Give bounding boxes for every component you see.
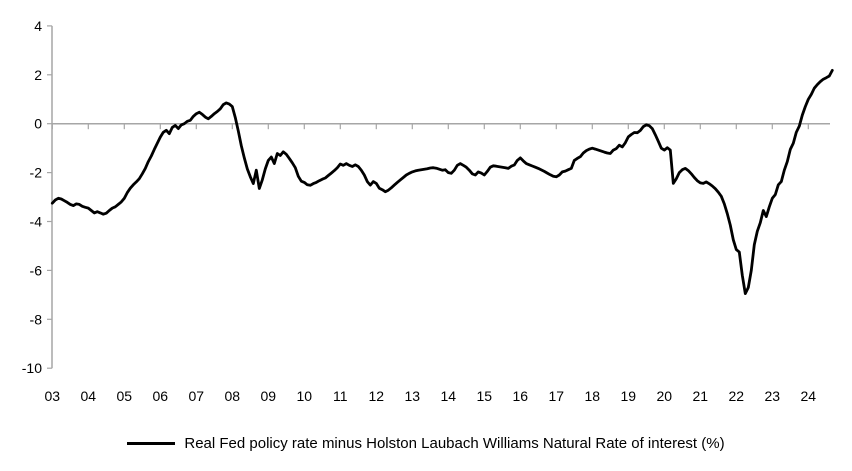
- y-tick-label: -2: [30, 165, 43, 181]
- x-tick-label: 05: [117, 388, 133, 404]
- x-tick-label: 20: [657, 388, 673, 404]
- x-tick-label: 19: [621, 388, 637, 404]
- x-tick-label: 11: [333, 388, 348, 404]
- x-tick-label: 15: [477, 388, 493, 404]
- y-tick-label: 4: [34, 18, 42, 34]
- x-tick-label: 13: [405, 388, 421, 404]
- y-tick-label: -10: [22, 360, 42, 376]
- y-tick-label: -8: [30, 311, 43, 327]
- x-tick-label: 16: [513, 388, 529, 404]
- x-tick-label: 06: [153, 388, 169, 404]
- y-tick-label: -6: [30, 262, 43, 278]
- y-tick-label: 2: [34, 67, 42, 83]
- x-tick-label: 23: [765, 388, 781, 404]
- legend-line-sample: [127, 441, 176, 445]
- x-tick-label: 18: [585, 388, 601, 404]
- x-tick-label: 03: [45, 388, 61, 404]
- x-tick-label: 04: [81, 388, 97, 404]
- y-tick-label: -4: [30, 214, 43, 230]
- legend: Real Fed policy rate minus Holston Lauba…: [0, 431, 852, 455]
- x-tick-label: 09: [261, 388, 277, 404]
- x-tick-label: 12: [369, 388, 385, 404]
- x-tick-label: 07: [189, 388, 205, 404]
- x-tick-label: 22: [729, 388, 745, 404]
- x-tick-label: 14: [441, 388, 457, 404]
- x-tick-label: 08: [225, 388, 241, 404]
- x-tick-label: 24: [801, 388, 817, 404]
- x-tick-label: 21: [693, 388, 709, 404]
- series-line: [50, 69, 834, 296]
- x-tick-label: 17: [549, 388, 565, 404]
- x-tick-label: 10: [297, 388, 313, 404]
- y-tick-label: 0: [34, 116, 42, 132]
- legend-label: Real Fed policy rate minus Holston Lauba…: [184, 434, 725, 452]
